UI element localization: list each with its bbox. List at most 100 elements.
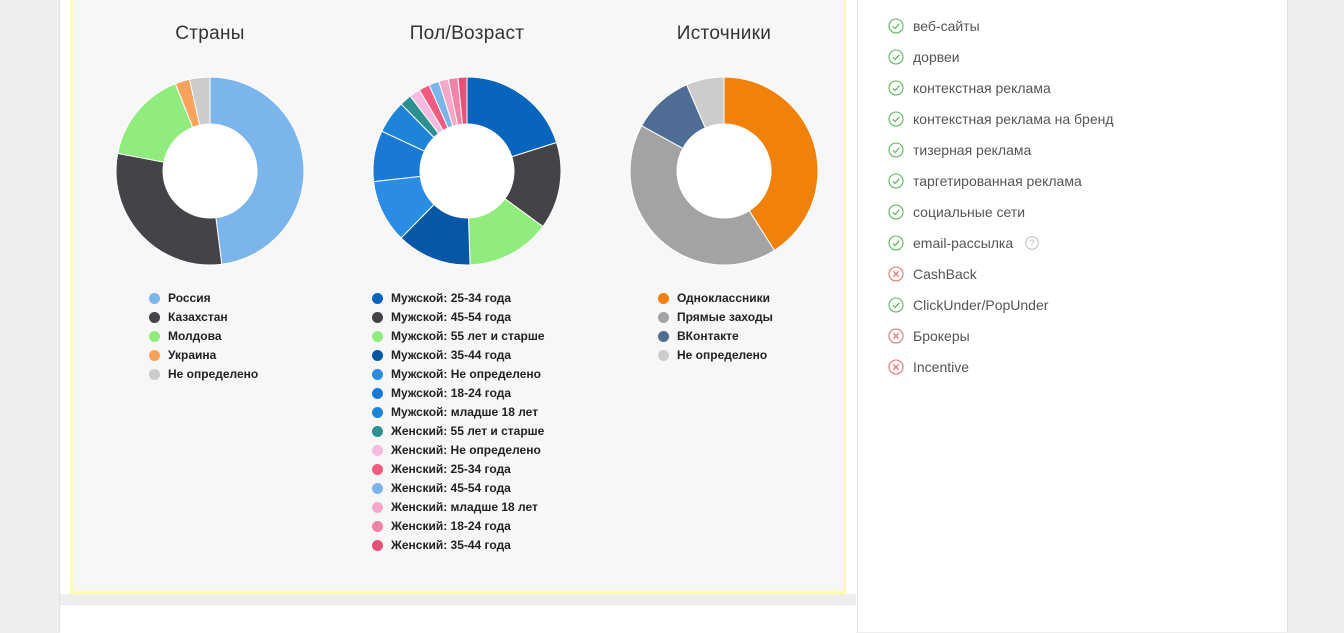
legend-item[interactable]: Казахстан: [149, 308, 258, 327]
legend-label: Женский: Не определено: [391, 443, 541, 457]
legend-label: Женский: 55 лет и старше: [391, 424, 545, 438]
legend-marker: [149, 369, 160, 380]
check-circle-icon: [888, 17, 904, 34]
source-item-контекстная-реклама: контекстная реклама: [888, 72, 1114, 103]
source-label: контекстная реклама: [913, 79, 1051, 96]
legend-item[interactable]: Мужской: Не определено: [372, 365, 545, 384]
traffic-sources-list: веб-сайты дорвеи контекстная реклама контек…: [888, 10, 1114, 382]
legend-marker: [658, 312, 669, 323]
legend-item[interactable]: Женский: младше 18 лет: [372, 498, 545, 517]
legend-label: Мужской: 35-44 года: [391, 348, 512, 362]
check-circle-icon: [888, 234, 904, 251]
legend-item[interactable]: Женский: 25-34 года: [372, 460, 545, 479]
sources-donut: [629, 76, 819, 266]
source-label: CashBack: [913, 265, 977, 282]
check-circle-icon: [888, 296, 904, 313]
check-circle-icon: [888, 110, 904, 127]
cross-circle-icon: [888, 327, 904, 344]
source-item-дорвеи: дорвеи: [888, 41, 1114, 72]
legend-marker: [149, 293, 160, 304]
svg-text:?: ?: [1030, 238, 1035, 248]
legend-marker: [372, 445, 383, 456]
legend-item[interactable]: Мужской: младше 18 лет: [372, 403, 545, 422]
gender-age-donut: [372, 76, 562, 266]
legend-item[interactable]: Одноклассники: [658, 289, 773, 308]
source-label: email-рассылка: [913, 234, 1014, 251]
chart-title: Пол/Возраст: [409, 23, 525, 44]
source-label: Incentive: [913, 358, 970, 375]
check-circle-icon: [888, 48, 904, 65]
source-item-таргетированная-реклама: таргетированная реклама: [888, 165, 1114, 196]
legend-item[interactable]: ВКонтакте: [658, 327, 773, 346]
legend-marker: [372, 483, 383, 494]
legend-item[interactable]: Мужской: 25-34 года: [372, 289, 545, 308]
source-item-clickunder-popunder: ClickUnder/PopUnder: [888, 289, 1114, 320]
check-circle-icon: [888, 203, 904, 220]
legend-label: Мужской: 45-54 года: [391, 310, 512, 324]
legend-item[interactable]: Мужской: 45-54 года: [372, 308, 545, 327]
source-label: тизерная реклама: [913, 141, 1032, 158]
source-item-cashback: CashBack: [888, 258, 1114, 289]
legend-label: Россия: [168, 291, 211, 305]
donut-hole: [420, 124, 514, 218]
chart-title: Страны: [175, 23, 245, 44]
help-icon[interactable]: ?: [1013, 235, 1039, 250]
legend-marker: [372, 388, 383, 399]
legend-item[interactable]: Не определено: [658, 346, 773, 365]
legend-item[interactable]: Женский: Не определено: [372, 441, 545, 460]
countries-legend: Россия Казахстан Молдова Украина Не определе…: [149, 289, 258, 384]
legend-item[interactable]: Россия: [149, 289, 258, 308]
legend-label: Мужской: 25-34 года: [391, 291, 512, 305]
legend-label: Мужской: младше 18 лет: [391, 405, 539, 419]
legend-marker: [149, 312, 160, 323]
legend-marker: [372, 350, 383, 361]
legend-marker: [372, 369, 383, 380]
legend-marker: [372, 331, 383, 342]
legend-marker: [658, 293, 669, 304]
source-item-брокеры: Брокеры: [888, 320, 1114, 351]
cross-circle-icon: [888, 265, 904, 282]
charts-container: Страны Россия Казахстан Молдова Украина Не о…: [70, 0, 846, 594]
legend-item[interactable]: Украина: [149, 346, 258, 365]
source-label: Брокеры: [913, 327, 970, 344]
source-item-контекстная-реклама-на-бренд: контекстная реклама на бренд: [888, 103, 1114, 134]
check-circle-icon: [888, 79, 904, 96]
legend-item[interactable]: Прямые заходы: [658, 308, 773, 327]
legend-item[interactable]: Мужской: 18-24 года: [372, 384, 545, 403]
check-circle-icon: [888, 172, 904, 189]
legend-item[interactable]: Женский: 18-24 года: [372, 517, 545, 536]
source-item-веб-сайты: веб-сайты: [888, 10, 1114, 41]
panel-gap: [60, 594, 856, 604]
source-item-incentive: Incentive: [888, 351, 1114, 382]
legend-label: Женский: младше 18 лет: [391, 500, 538, 514]
legend-marker: [372, 407, 383, 418]
check-circle-icon: [888, 141, 904, 158]
legend-item[interactable]: Женский: 45-54 года: [372, 479, 545, 498]
legend-label: Женский: 35-44 года: [391, 538, 511, 552]
legend-item[interactable]: Не определено: [149, 365, 258, 384]
legend-item[interactable]: Женский: 35-44 года: [372, 536, 545, 555]
legend-item[interactable]: Мужской: 55 лет и старше: [372, 327, 545, 346]
legend-item[interactable]: Молдова: [149, 327, 258, 346]
source-label: социальные сети: [913, 203, 1026, 220]
legend-label: Не определено: [168, 367, 259, 381]
legend-item[interactable]: Мужской: 35-44 года: [372, 346, 545, 365]
source-label: таргетированная реклама: [913, 172, 1082, 189]
legend-label: ВКонтакте: [677, 329, 739, 343]
legend-label: Украина: [168, 348, 217, 362]
traffic-sources-panel: [857, 0, 1288, 632]
source-item-социальные-сети: социальные сети: [888, 196, 1114, 227]
legend-marker: [372, 502, 383, 513]
legend-label: Женский: 25-34 года: [391, 462, 511, 476]
legend-label: Прямые заходы: [677, 310, 773, 324]
legend-marker: [149, 331, 160, 342]
legend-label: Женский: 18-24 года: [391, 519, 511, 533]
legend-marker: [372, 293, 383, 304]
donut-hole: [163, 124, 257, 218]
legend-marker: [658, 350, 669, 361]
legend-marker: [149, 350, 160, 361]
legend-item[interactable]: Женский: 55 лет и старше: [372, 422, 545, 441]
countries-donut: [115, 76, 305, 266]
legend-label: Не определено: [677, 348, 768, 362]
chart-title: Источники: [676, 23, 772, 44]
